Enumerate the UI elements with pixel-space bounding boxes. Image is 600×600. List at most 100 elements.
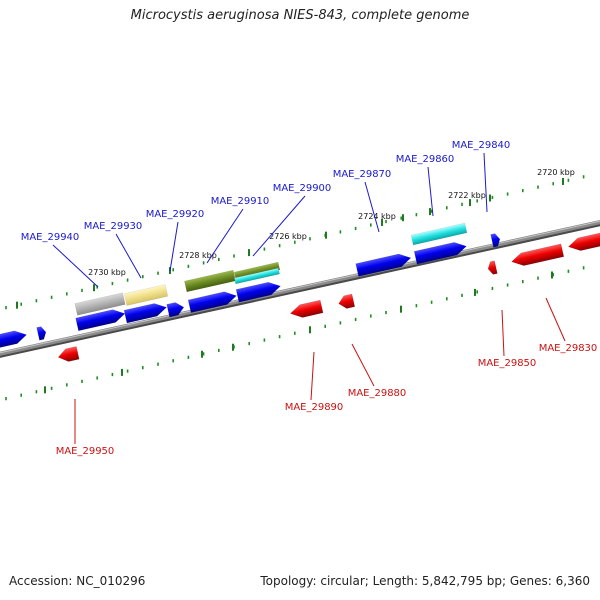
lower-scale-tick (278, 335, 281, 339)
upper-scale-tick (66, 292, 68, 296)
forward-gene-arrow-body (355, 253, 412, 277)
upper-scale-tick (96, 285, 98, 289)
reverse-gene-leader (310, 351, 315, 401)
kbp-scale-label: 2728 kbp (179, 251, 217, 260)
forward-gene-arrow (0, 330, 27, 350)
lower-scale-tick (354, 317, 357, 322)
upper-scale-tick (202, 261, 205, 265)
reverse-gene-arrow-body (338, 293, 355, 309)
accession-label: Accession: NC_010296 (9, 574, 146, 588)
forward-gene-label: MAE_29910 (211, 196, 270, 207)
forward-gene-arrow-body (36, 326, 47, 341)
reverse-gene-arrow (487, 260, 498, 275)
upper-scale-major-tick (429, 208, 431, 216)
reverse-gene-arrow-body (290, 299, 324, 318)
feature-box-yellow (123, 284, 169, 306)
upper-scale-major-tick (381, 218, 383, 226)
kbp-scale-label: 2720 kbp (537, 168, 575, 177)
forward-gene-arrow-body (75, 309, 126, 331)
lower-scale-tick (370, 314, 372, 318)
kbp-scale-label: 2724 kbp (358, 212, 396, 221)
upper-scale-tick (278, 244, 281, 248)
lower-scale-major-tick (309, 326, 311, 334)
forward-gene-leader (52, 244, 99, 288)
forward-gene-arrow-body (0, 330, 27, 350)
upper-scale-tick (522, 188, 524, 193)
upper-scale-tick (111, 281, 114, 286)
lower-scale-tick (522, 279, 524, 284)
upper-scale-tick (142, 275, 144, 279)
reverse-gene-label: MAE_29950 (56, 446, 115, 457)
upper-scale-tick (157, 271, 159, 275)
upper-scale-tick (446, 206, 448, 210)
lower-scale-major-tick (400, 305, 402, 313)
upper-scale-tick (172, 268, 174, 272)
lower-scale-tick (339, 321, 342, 325)
lower-scale-tick (142, 366, 144, 370)
lower-scale-major-tick (474, 288, 476, 296)
upper-scale-tick (5, 306, 7, 310)
lower-scale-major-tick (121, 368, 123, 376)
forward-gene-leader (427, 166, 434, 217)
lower-scale-tick (385, 310, 387, 315)
backbone-highlight (0, 220, 600, 354)
lower-scale-major-tick (201, 350, 203, 358)
reverse-gene-arrow-body (57, 346, 80, 362)
upper-scale-tick (294, 240, 296, 244)
reverse-gene-arrow (568, 232, 600, 251)
forward-gene-leader (364, 181, 380, 233)
forward-gene-leader (483, 152, 488, 213)
upper-scale-tick (582, 175, 585, 179)
upper-scale-tick (491, 195, 494, 200)
forward-gene-label: MAE_29860 (396, 154, 455, 165)
feature-box-cyan (410, 222, 468, 246)
reverse-gene-label: MAE_29850 (478, 358, 537, 369)
forward-gene-leader (206, 208, 244, 264)
lower-scale-tick (567, 269, 570, 273)
upper-scale-major-tick (93, 284, 95, 292)
forward-gene-arrow (187, 291, 237, 313)
forward-gene-arrow-body (187, 291, 237, 313)
forward-gene-arrow (123, 303, 167, 324)
lower-scale-tick (476, 290, 478, 294)
reverse-gene-arrow-body (511, 243, 565, 266)
upper-scale-major-tick (248, 249, 250, 257)
lower-scale-tick (294, 331, 296, 335)
upper-scale-tick (385, 219, 387, 224)
upper-scale-major-tick (489, 194, 491, 202)
upper-scale-tick (461, 202, 463, 206)
lower-scale-tick (66, 383, 68, 387)
feature-box-yellow-body (123, 284, 169, 306)
lower-scale-tick (415, 304, 418, 308)
forward-gene-arrow (166, 302, 185, 318)
forward-gene-arrow (235, 282, 281, 303)
upper-scale-tick (233, 254, 235, 258)
feature-box-grey (74, 292, 126, 316)
lower-scale-tick (20, 393, 22, 397)
upper-scale-tick (187, 264, 190, 268)
feature-box-grey-body (74, 292, 126, 316)
reverse-gene-arrow (290, 299, 324, 318)
upper-scale-tick (400, 216, 402, 220)
topology-label: Topology: circular; Length: 5,842,795 bp… (260, 574, 590, 588)
feature-box-cyan-small (234, 267, 280, 285)
upper-scale-tick (415, 213, 418, 217)
lower-scale-tick (218, 348, 220, 353)
forward-gene-arrow-body (123, 303, 167, 324)
reverse-gene-label: MAE_29830 (539, 343, 598, 354)
upper-scale-tick (309, 237, 311, 241)
lower-scale-tick (537, 276, 539, 280)
forward-gene-label: MAE_29870 (333, 169, 392, 180)
feature-box-cyan-body (410, 222, 468, 246)
upper-scale-major-tick (402, 214, 404, 222)
upper-scale-major-tick (16, 301, 18, 309)
lower-scale-tick (552, 273, 554, 277)
forward-gene-arrow-body (413, 242, 467, 265)
reverse-gene-arrow (57, 346, 80, 362)
lower-scale-tick (324, 324, 326, 328)
reverse-gene-leader (501, 309, 505, 357)
upper-scale-major-tick (562, 177, 564, 185)
upper-scale-tick (126, 278, 129, 282)
reverse-gene-arrow-body (568, 232, 600, 251)
